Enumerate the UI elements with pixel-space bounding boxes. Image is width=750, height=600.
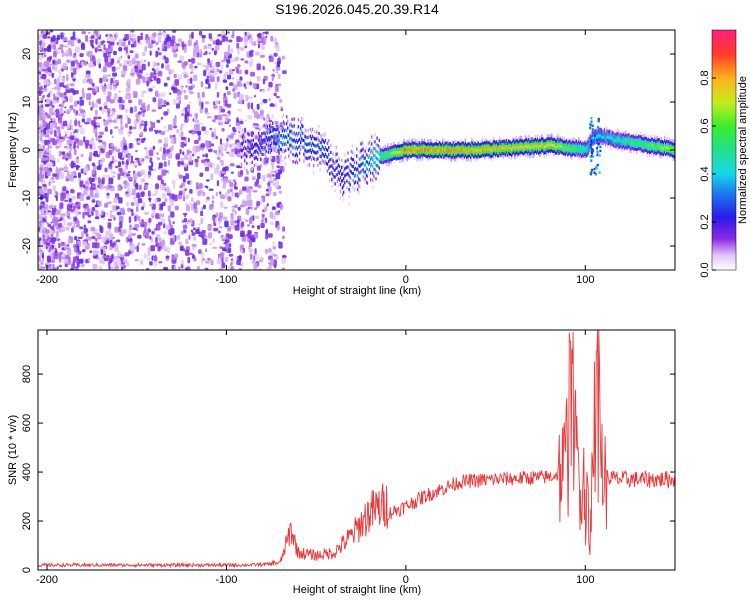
colorbar-tick-label: 0.8: [699, 70, 711, 85]
spectrogram-y-ticks: -20 -10 0 10 20: [21, 48, 675, 254]
noise-speckle: [38, 30, 287, 270]
colorbar-label: Normalized spectral amplitude: [737, 76, 749, 224]
y-tick-label: 200: [21, 512, 33, 530]
snr-series-line: [38, 330, 675, 569]
snr-x-label: Height of straight line (km): [293, 584, 421, 596]
spectrogram-marks: [38, 30, 675, 270]
y-tick-label: 10: [21, 96, 33, 108]
colorbar-tick-label: 0.4: [699, 166, 711, 181]
snr-panel: -200 -100 0 100 0 200 400 600 800 Height of str…: [7, 329, 676, 596]
y-tick-label: 400: [21, 463, 33, 481]
colorbar-ticks: 0.0 0.2 0.4 0.6 0.8: [699, 70, 716, 278]
snr-x-ticks: -200 -100 0 100: [36, 330, 594, 586]
x-tick-label: -100: [215, 274, 237, 286]
colorbar-tick-label: 0.6: [699, 118, 711, 133]
y-tick-label: 20: [21, 48, 33, 60]
snr-frame: [37, 329, 676, 571]
spectrogram-x-ticks: -200 -100 0 100: [36, 30, 594, 286]
y-tick-label: 0: [21, 567, 33, 573]
x-tick-label: 0: [403, 274, 409, 286]
y-tick-label: 0: [21, 147, 33, 153]
plume-outliers: [589, 116, 602, 176]
colorbar-scale: [711, 29, 737, 271]
x-tick-label: -200: [36, 574, 58, 586]
spectrogram-x-label: Height of straight line (km): [293, 285, 421, 297]
colorbar-tick-label: 0.2: [699, 214, 711, 229]
y-tick-label: 800: [21, 365, 33, 383]
x-tick-label: -100: [215, 574, 237, 586]
x-tick-label: 0: [403, 574, 409, 586]
colorbar-tick-label: 0.0: [699, 262, 711, 277]
colorbar: 0.0 0.2 0.4 0.6 0.8 Normalized spectral ampl…: [699, 29, 749, 278]
spectrogram-y-label: Frequency (Hz): [7, 112, 19, 188]
snr-y-ticks: 0 200 400 600 800: [21, 365, 675, 573]
chart-title: S196.2026.045.20.39.R14: [275, 1, 439, 17]
signal-ridge: [240, 113, 675, 205]
y-tick-label: 600: [21, 414, 33, 432]
x-tick-label: -200: [36, 274, 58, 286]
y-tick-label: -20: [21, 238, 33, 254]
snr-y-label: SNR (10 * v/v): [7, 415, 19, 485]
x-tick-label: 100: [576, 574, 594, 586]
y-tick-label: -10: [21, 190, 33, 206]
x-tick-label: 100: [576, 274, 594, 286]
snr-marks: [38, 330, 675, 569]
